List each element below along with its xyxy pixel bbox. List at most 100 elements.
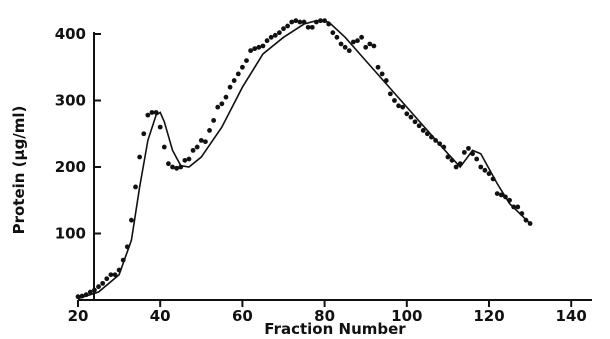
data-point — [334, 34, 340, 40]
data-point — [194, 144, 200, 150]
data-point — [482, 167, 488, 173]
data-point — [519, 211, 525, 216]
data-point — [272, 32, 278, 38]
axes — [78, 32, 592, 301]
data-point — [387, 91, 393, 97]
data-point — [494, 191, 500, 197]
data-point — [211, 118, 217, 123]
data-point — [490, 176, 496, 182]
data-point — [470, 151, 475, 157]
y-tick-label: 100 — [55, 225, 86, 243]
data-point — [124, 244, 130, 250]
data-point — [170, 164, 175, 170]
data-point — [141, 131, 147, 137]
data-point — [396, 103, 401, 109]
data-point — [207, 128, 212, 133]
data-point — [474, 156, 480, 162]
data-point — [466, 145, 471, 151]
data-point — [268, 34, 274, 40]
data-point — [240, 64, 245, 70]
data-point — [120, 257, 126, 263]
data-point — [305, 24, 311, 30]
data-point — [293, 18, 299, 24]
data-point — [223, 94, 229, 100]
data-point — [527, 221, 533, 226]
x-tick-label: 100 — [391, 307, 422, 325]
data-point — [363, 44, 369, 50]
data-point — [400, 104, 406, 110]
data-point — [453, 164, 459, 170]
data-point — [309, 24, 315, 30]
data-point — [100, 280, 106, 286]
x-tick-label: 140 — [556, 307, 587, 325]
data-point — [523, 217, 529, 223]
data-point — [285, 23, 291, 29]
data-point — [92, 287, 97, 293]
x-tick-label: 120 — [473, 307, 504, 325]
data-point — [231, 78, 237, 83]
y-axis-label: Protein (µg/ml) — [10, 106, 28, 235]
data-point — [338, 41, 344, 47]
x-tick-label: 60 — [232, 307, 253, 325]
x-tick-label: 20 — [68, 307, 89, 325]
data-point — [416, 123, 422, 129]
y-tick-label: 200 — [55, 158, 86, 176]
data-point — [346, 48, 352, 54]
data-point — [478, 164, 484, 170]
data-point — [227, 84, 233, 90]
data-point — [244, 58, 249, 63]
data-point — [219, 101, 225, 107]
data-point — [429, 134, 434, 140]
data-point — [511, 204, 517, 210]
data-point — [445, 154, 451, 160]
data-point — [161, 144, 167, 150]
data-point — [424, 131, 430, 137]
data-point — [256, 44, 262, 50]
data-point — [433, 138, 438, 143]
data-point — [449, 157, 455, 163]
x-tick-label: 80 — [314, 307, 335, 325]
data-point — [137, 154, 143, 160]
fit-line — [77, 19, 531, 300]
data-point — [153, 110, 159, 115]
data-point — [145, 112, 151, 118]
data-point — [297, 19, 303, 25]
data-point — [461, 149, 467, 155]
data-point — [166, 161, 171, 167]
data-point — [149, 110, 155, 115]
data-point — [215, 104, 221, 110]
data-point — [186, 156, 192, 162]
y-tick-label: 400 — [55, 25, 86, 43]
data-point — [503, 194, 508, 200]
fit-curve — [77, 19, 531, 300]
data-point — [330, 30, 336, 36]
data-point — [412, 119, 418, 125]
data-point — [133, 184, 138, 190]
data-point — [276, 30, 282, 36]
data-point — [75, 294, 81, 300]
data-point — [342, 44, 348, 50]
data-point — [108, 272, 114, 278]
data-point — [260, 43, 266, 49]
data-point — [104, 276, 110, 282]
data-point — [264, 38, 270, 44]
data-point — [408, 114, 414, 120]
data-point — [441, 144, 447, 150]
data-point — [515, 204, 521, 210]
data-point — [367, 41, 373, 47]
data-point — [182, 157, 188, 163]
data-point — [404, 111, 410, 117]
data-point — [116, 267, 122, 273]
data-points — [75, 18, 533, 300]
data-point — [190, 147, 196, 153]
data-point — [157, 124, 163, 130]
ticks: 20 40 60 80 100 120 140 100 200 300 400 — [55, 25, 587, 325]
data-point — [322, 18, 327, 24]
x-axis-label: Fraction Number — [264, 320, 406, 338]
data-point — [420, 128, 426, 133]
data-point — [383, 78, 389, 83]
data-point — [457, 161, 463, 167]
data-point — [392, 98, 397, 103]
